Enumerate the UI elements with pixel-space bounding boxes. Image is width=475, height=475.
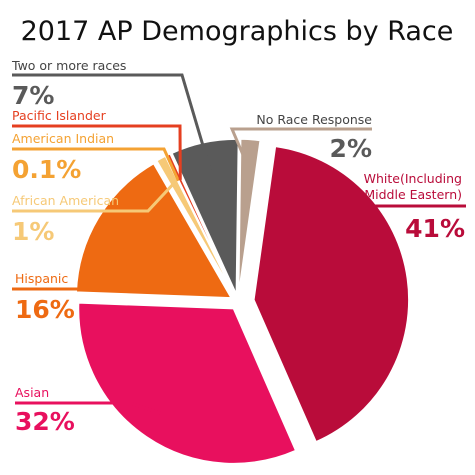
slice-label: African American bbox=[12, 193, 119, 208]
leader-line bbox=[12, 181, 176, 213]
slice-labels: White(Including Middle Eastern) 41% Asian 32… bbox=[11, 58, 465, 436]
slice-label: Two or more races bbox=[11, 58, 126, 73]
slice-value-label: 7% bbox=[12, 81, 54, 110]
slice-value-label: 16% bbox=[15, 295, 75, 324]
pie-slice-two-or-more-races bbox=[170, 138, 240, 295]
leader-line bbox=[12, 232, 134, 291]
slice-value-label: 41% bbox=[405, 214, 465, 243]
leader-line bbox=[15, 401, 163, 416]
slice-value-label: 0.1% bbox=[12, 155, 81, 184]
pie-slice-no-race-response bbox=[237, 138, 262, 295]
leader-lines bbox=[12, 73, 466, 416]
slice-value-label: 2% bbox=[330, 134, 372, 163]
pie-slice-white-including-middle-eastern bbox=[253, 145, 410, 443]
slice-value-label: 1% bbox=[12, 217, 54, 246]
leader-line bbox=[12, 124, 182, 180]
slice-label: No Race Response bbox=[256, 112, 372, 127]
pie-slice-hispanic bbox=[75, 162, 233, 299]
slice-label: American Indian bbox=[12, 131, 114, 146]
slice-label: White(Including Middle Eastern) bbox=[364, 171, 462, 202]
pie-slices bbox=[75, 138, 410, 465]
chart-title: 2017 AP Demographics by Race bbox=[21, 16, 454, 47]
slice-label: Asian bbox=[15, 385, 49, 400]
slice-label: Pacific Islander bbox=[12, 108, 107, 123]
pie-slice-asian bbox=[77, 302, 297, 465]
leader-line bbox=[12, 73, 212, 171]
slice-value-label: 32% bbox=[15, 407, 75, 436]
leader-line bbox=[229, 127, 372, 168]
slice-label: Hispanic bbox=[15, 271, 68, 286]
leader-line bbox=[12, 147, 180, 182]
